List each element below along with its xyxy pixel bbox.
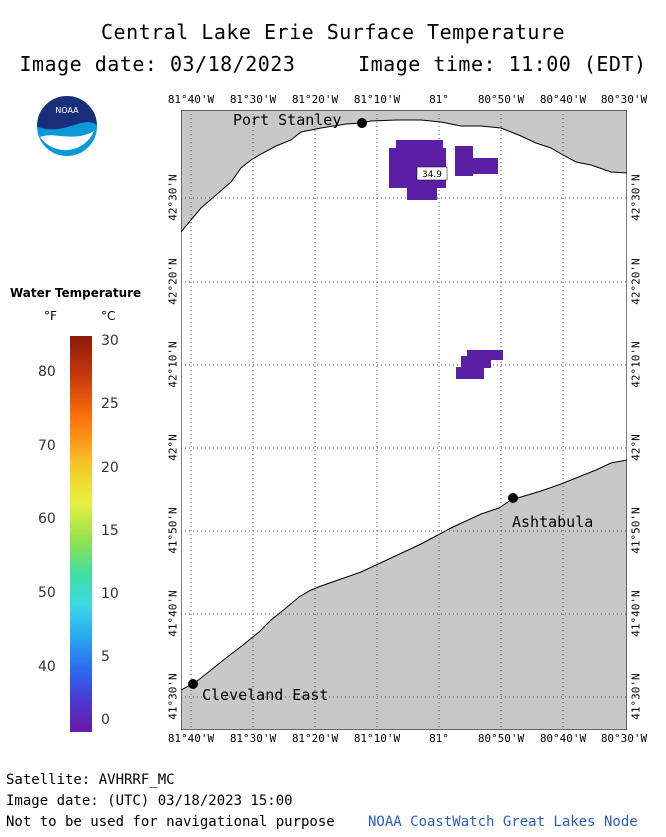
lat-label-left: 41°40'N <box>166 590 180 637</box>
legend-tick-c: 5 <box>101 649 110 665</box>
legend-tick-c: 10 <box>101 586 119 602</box>
legend-tick-c: 25 <box>101 396 119 412</box>
footer-credit: NOAA CoastWatch Great Lakes Node <box>368 814 638 830</box>
footer-disclaimer: Not to be used for navigational purpose <box>6 814 335 830</box>
lon-label-top: 81°40'W <box>167 93 215 106</box>
city-label-ashtabula: Ashtabula <box>512 513 593 531</box>
lon-label-top: 81°10'W <box>353 93 401 106</box>
lat-label-left: 42°20'N <box>166 258 180 305</box>
unit-fahrenheit: °F <box>44 309 57 323</box>
lon-label-bottom: 81° <box>429 732 449 745</box>
image-date: Image date: 03/18/2023 <box>19 52 296 76</box>
lat-label-left: 42°10'N <box>166 341 180 388</box>
image-time: Image time: 11:00 (EDT) <box>358 52 647 76</box>
lon-label-bottom: 81°40'W <box>167 732 215 745</box>
city-dot-cleveland-east <box>188 679 198 689</box>
lat-label-right: 41°50'N <box>629 507 643 554</box>
data-label: 34.9 <box>422 170 442 180</box>
graticule <box>181 110 627 730</box>
footer-satellite: Satellite: AVHRRF_MC <box>6 772 175 788</box>
legend-tick-c: 20 <box>101 460 119 476</box>
legend-tick-f: 60 <box>38 511 56 527</box>
logo-text: NOAA <box>55 106 79 115</box>
lon-label-top: 80°40'W <box>539 93 587 106</box>
lon-label-top: 80°30'W <box>600 93 648 106</box>
unit-celsius: °C <box>101 309 116 323</box>
south-shore-land <box>181 459 627 730</box>
lat-label-right: 42°30'N <box>629 174 643 221</box>
legend-title: Water Temperature <box>10 286 142 300</box>
lat-label-right: 42°10'N <box>629 341 643 388</box>
lat-label-left: 41°30'N <box>166 673 180 720</box>
lat-label-left: 42°N <box>166 434 180 461</box>
legend-tick-c: 30 <box>101 333 119 349</box>
city-dot-ashtabula <box>508 493 518 503</box>
legend-tick-c: 15 <box>101 523 119 539</box>
lon-label-top: 80°50'W <box>477 93 525 106</box>
city-dot-port-stanley <box>357 118 367 128</box>
lat-label-right: 42°N <box>629 434 643 461</box>
footer-utc-date: Image date: (UTC) 03/18/2023 15:00 <box>6 793 293 809</box>
legend-tick-f: 80 <box>38 364 56 380</box>
lon-label-bottom: 80°40'W <box>539 732 587 745</box>
lon-label-bottom: 80°50'W <box>477 732 525 745</box>
lat-label-left: 42°30'N <box>166 174 180 221</box>
image-datetime: Image date: 03/18/2023 Image time: 11:00… <box>0 52 666 76</box>
legend-tick-f: 40 <box>38 659 56 675</box>
lon-label-bottom: 80°30'W <box>600 732 648 745</box>
lat-label-left: 41°50'N <box>166 507 180 554</box>
legend-tick-c: 0 <box>101 712 110 728</box>
map-title: Central Lake Erie Surface Temperature <box>100 20 566 44</box>
lon-label-top: 81° <box>429 93 449 106</box>
lat-label-right: 42°20'N <box>629 258 643 305</box>
lon-label-bottom: 81°10'W <box>353 732 401 745</box>
lon-label-top: 81°30'W <box>229 93 277 106</box>
lat-label-right: 41°30'N <box>629 673 643 720</box>
lon-label-top: 81°20'W <box>291 93 339 106</box>
data-label-box <box>416 166 448 181</box>
legend-tick-f: 50 <box>38 585 56 601</box>
city-label-port-stanley: Port Stanley <box>233 111 341 129</box>
noaa-logo: NOAA <box>35 94 99 158</box>
lon-label-bottom: 81°30'W <box>229 732 277 745</box>
north-shore-land <box>181 110 627 233</box>
lon-label-bottom: 81°20'W <box>291 732 339 745</box>
legend-tick-f: 70 <box>38 438 56 454</box>
color-scale-bar <box>70 336 92 732</box>
city-label-cleveland-east: Cleveland East <box>202 686 328 704</box>
map-panel: 34.9 Port Stanley Ashtabula Cleveland Ea… <box>181 110 627 730</box>
cold-pixels-south <box>456 350 503 379</box>
lat-label-right: 41°40'N <box>629 590 643 637</box>
